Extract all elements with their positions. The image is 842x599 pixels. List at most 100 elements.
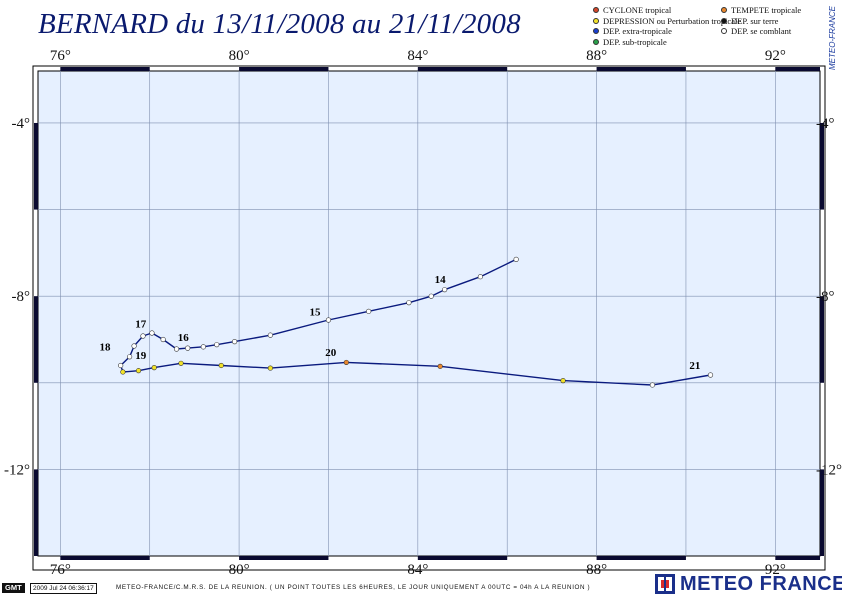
day-label: 14	[435, 274, 447, 286]
storm-track	[118, 256, 714, 388]
frame-tick-top	[417, 67, 508, 71]
legend-marker-icon	[593, 28, 599, 35]
timestamp: 2009 Jul 24 06:36:17	[30, 583, 97, 594]
lon-tick-label: 88°	[586, 48, 607, 64]
track-point	[442, 287, 448, 293]
frame-tick-right	[820, 469, 824, 556]
frame-tick-left	[34, 469, 38, 556]
track-point	[178, 360, 184, 366]
legend-marker-icon	[721, 17, 727, 24]
lon-tick-label: 76°	[50, 562, 71, 578]
frame-tick-bottom	[239, 556, 329, 560]
day-label: 21	[689, 360, 700, 372]
track-point	[649, 382, 656, 388]
legend-marker-icon	[593, 38, 599, 45]
frame-tick-right	[820, 122, 824, 210]
day-label: 20	[325, 347, 337, 359]
frame-tick-bottom	[60, 556, 150, 560]
frame-tick-left	[34, 122, 38, 210]
day-label: 15	[310, 307, 322, 319]
lat-tick-label: -12°	[816, 462, 842, 478]
track-point	[343, 359, 349, 366]
track-point	[218, 362, 224, 369]
lon-tick-label: 92°	[765, 48, 786, 64]
track-point	[560, 378, 566, 384]
ocean	[37, 70, 821, 557]
axis-labels: 76° 76° 80° 80° 84° 84° 88° 88° 92° 92° -4° -4° -8° -…	[4, 48, 842, 578]
frame-tick-top	[596, 67, 686, 71]
footer-note: METEO-FRANCE/C.M.R.S. DE LA REUNION. ( U…	[116, 584, 591, 591]
frame-ticks	[34, 67, 824, 560]
track-point	[406, 300, 412, 306]
track-point	[120, 369, 126, 375]
frame-tick-bottom	[775, 556, 820, 560]
track-point	[214, 342, 220, 348]
frame-tick-bottom	[596, 556, 686, 560]
legend-marker-icon	[721, 7, 727, 14]
frame-tick-right	[820, 296, 824, 383]
legend-item: DEP. extra-tropicale	[593, 26, 719, 37]
legend-label: DEP. se comblant	[731, 26, 792, 37]
meteo-france-logo: METEO FRANCE	[655, 573, 842, 595]
legend: CYCLONE tropical TEMPETE tropicale DEPRESS…	[593, 5, 833, 47]
frame-tick-top	[239, 67, 329, 71]
lat-tick-label: -12°	[4, 462, 30, 478]
meteo-france-logo-icon	[655, 574, 675, 594]
lon-tick-label: 84°	[407, 48, 428, 64]
legend-item: TEMPETE tropicale	[721, 5, 831, 16]
track-point	[149, 330, 155, 336]
lon-tick-label: 80°	[229, 562, 250, 578]
chart-title: BERNARD du 13/11/2008 au 21/11/2008	[38, 8, 521, 40]
legend-marker-icon	[593, 17, 599, 24]
lat-tick-label: -8°	[12, 289, 31, 305]
gmt-badge: GMT	[2, 583, 25, 593]
frame-tick-bottom	[417, 556, 508, 560]
track-point	[127, 354, 133, 360]
track-line	[119, 258, 711, 386]
track-point	[513, 256, 519, 262]
track-point	[151, 365, 157, 371]
legend-label: DEP. extra-tropicale	[603, 26, 672, 37]
track-point	[135, 368, 142, 374]
track-point	[131, 343, 137, 349]
day-labels: 14 15 16 17 18 19 20 21	[100, 274, 701, 372]
lat-tick-label: -4°	[816, 116, 835, 132]
lat-tick-label: -8°	[816, 289, 835, 305]
track-point	[477, 274, 483, 280]
frame-tick-top	[775, 67, 820, 71]
track-point	[428, 293, 434, 299]
track-point	[366, 308, 372, 314]
track-point	[437, 363, 443, 369]
track-point	[267, 365, 273, 371]
legend-label: DEPRESSION ou Perturbation tropicale	[603, 15, 742, 26]
day-label: 19	[135, 350, 147, 362]
day-label: 16	[178, 332, 190, 344]
lon-tick-label: 92°	[765, 562, 786, 578]
day-label: 17	[135, 318, 147, 330]
track-point	[200, 344, 206, 350]
track-point	[232, 339, 238, 345]
track-point	[140, 333, 146, 339]
legend-marker-icon	[593, 7, 599, 14]
lon-tick-label: 76°	[50, 48, 71, 64]
gridlines	[38, 71, 820, 556]
legend-label: TEMPETE tropicale	[731, 5, 802, 16]
legend-label: DEP. sub-tropicale	[603, 36, 667, 47]
legend-item: DEP. sub-tropicale	[593, 37, 719, 48]
frame-tick-left	[34, 296, 38, 383]
track-point	[325, 317, 332, 323]
legend-item: DEP. sur terre	[721, 16, 831, 27]
legend-item: CYCLONE tropical	[593, 5, 719, 16]
legend-label: DEP. sur terre	[731, 15, 779, 26]
frame-tick-top	[60, 67, 150, 71]
track-point	[267, 332, 273, 338]
track-point	[173, 346, 180, 352]
track-point	[707, 372, 714, 378]
lon-tick-label: 80°	[229, 48, 250, 64]
track-point	[118, 362, 124, 369]
legend-item: DEPRESSION ou Perturbation tropicale	[593, 16, 741, 27]
legend-marker-icon	[721, 28, 727, 35]
track-point	[185, 345, 191, 351]
lon-tick-label: 88°	[586, 562, 607, 578]
